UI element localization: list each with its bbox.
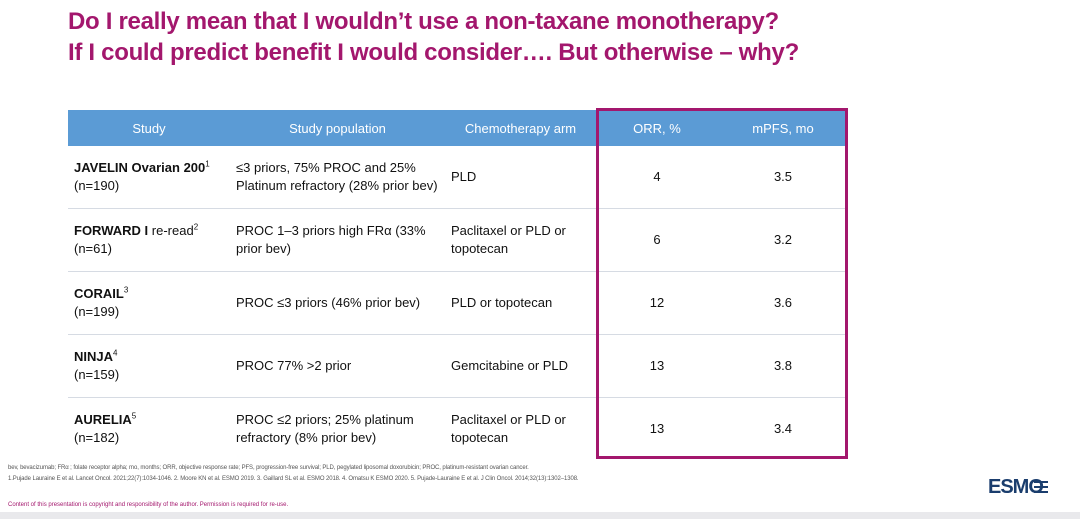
study-name: CORAIL: [74, 286, 124, 301]
table-row: NINJA4 (n=159) PROC 77% >2 prior Gemcitab…: [68, 334, 848, 398]
study-cell: CORAIL3 (n=199): [68, 271, 230, 335]
arm-cell: PLD or topotecan: [445, 271, 596, 335]
arm-cell: Paclitaxel or PLD or topotecan: [445, 208, 596, 272]
abbreviations-footnote: bev, bevacizumab; FRα ; folate receptor …: [8, 465, 529, 471]
population-cell: PROC ≤3 priors (46% prior bev): [230, 271, 445, 335]
arm-cell: Gemcitabine or PLD: [445, 334, 596, 398]
mpfs-cell: 3.5: [718, 146, 848, 209]
study-n: (n=159): [74, 367, 120, 382]
mpfs-cell: 3.8: [718, 334, 848, 398]
mpfs-cell: 3.4: [773, 421, 793, 436]
study-name: AURELIA: [74, 412, 132, 427]
esmo-logo-icon: [1034, 481, 1048, 496]
study-n: (n=199): [74, 304, 120, 319]
table-row: AURELIA5 (n=182) PROC ≤2 priors; 25% plat…: [68, 398, 848, 461]
trials-table: Study Study population Chemotherapy arm …: [68, 110, 848, 460]
study-cell: NINJA4 (n=159): [68, 334, 230, 398]
orr-cell: 12: [596, 271, 718, 335]
population-cell: ≤3 priors, 75% PROC and 25% Platinum ref…: [230, 146, 445, 209]
table-row: JAVELIN Ovarian 2001 (n=190) ≤3 priors, 7…: [68, 146, 848, 209]
population-cell: PROC 1–3 priors high FRα (33% prior bev): [230, 208, 445, 272]
table-row: CORAIL3 (n=199) PROC ≤3 priors (46% prior…: [68, 271, 848, 335]
study-n: (n=190): [74, 178, 120, 193]
esmo-logo: ESMO: [988, 476, 1058, 500]
study-ref: 1: [205, 159, 210, 169]
study-name: NINJA: [74, 349, 114, 364]
mpfs-cell: 3.2: [718, 208, 848, 272]
esmo-logo-text: ESMO: [988, 476, 1044, 498]
arm-cell: Paclitaxel or PLD or topotecan: [451, 412, 566, 445]
study-ref: 4: [113, 348, 118, 358]
study-ref: 5: [131, 411, 137, 421]
header-orr: ORR, %: [596, 110, 718, 146]
slide-title: Do I really mean that I wouldn’t use a n…: [68, 6, 799, 68]
study-ref: 3: [123, 285, 129, 295]
header-study: Study: [68, 110, 230, 146]
arm-cell: PLD: [445, 146, 596, 209]
title-line-1: Do I really mean that I wouldn’t use a n…: [68, 8, 779, 35]
title-line-2: If I could predict benefit I would consi…: [68, 39, 799, 66]
study-ref: 2: [193, 222, 199, 232]
study-name: JAVELIN Ovarian 200: [74, 160, 206, 175]
copyright-notice: Content of this presentation is copyrigh…: [8, 502, 289, 508]
population-cell: PROC ≤2 priors; 25% platinum refractory …: [236, 412, 414, 445]
study-n: (n=182): [74, 430, 120, 445]
study-cell: AURELIA5 (n=182): [68, 398, 230, 461]
orr-cell: 6: [596, 208, 718, 272]
bottom-strip: [0, 512, 1080, 519]
references-footnote: 1.Pujade Lauraine E et al. Lancet Oncol.…: [8, 476, 579, 482]
study-n: (n=61): [74, 241, 112, 256]
table-header-row: Study Study population Chemotherapy arm …: [68, 110, 848, 146]
header-mpfs: mPFS, mo: [718, 110, 848, 146]
header-population: Study population: [230, 110, 445, 146]
study-cell: FORWARD I re-read2 (n=61): [68, 208, 230, 272]
mpfs-cell: 3.6: [718, 271, 848, 335]
orr-cell: 13: [649, 421, 665, 436]
study-cell: JAVELIN Ovarian 2001 (n=190): [68, 146, 230, 209]
orr-cell: 13: [596, 334, 718, 398]
study-name: FORWARD I: [74, 223, 149, 238]
study-suffix: re-read: [148, 223, 194, 238]
header-arm: Chemotherapy arm: [445, 110, 596, 146]
orr-cell: 4: [596, 146, 718, 209]
population-cell: PROC 77% >2 prior: [230, 334, 445, 398]
table-row: FORWARD I re-read2 (n=61) PROC 1–3 priors…: [68, 208, 848, 272]
